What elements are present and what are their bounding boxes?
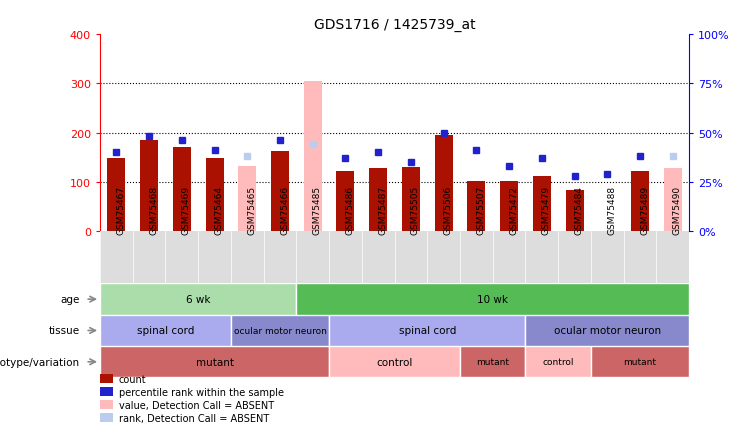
Bar xyxy=(525,315,689,346)
Bar xyxy=(205,159,224,232)
Text: value, Detection Call = ABSENT: value, Detection Call = ABSENT xyxy=(119,400,273,410)
Bar xyxy=(664,169,682,232)
Text: rank, Detection Call = ABSENT: rank, Detection Call = ABSENT xyxy=(119,413,269,423)
Text: age: age xyxy=(60,295,79,304)
Bar xyxy=(525,346,591,378)
Text: GSM75479: GSM75479 xyxy=(542,185,551,234)
Bar xyxy=(468,182,485,232)
Text: GSM75487: GSM75487 xyxy=(378,185,388,234)
Text: mutant: mutant xyxy=(196,357,233,367)
Bar xyxy=(329,346,460,378)
Text: GSM75465: GSM75465 xyxy=(247,185,256,234)
Bar xyxy=(100,315,231,346)
Bar xyxy=(231,315,329,346)
Text: GSM75490: GSM75490 xyxy=(673,185,682,234)
Bar xyxy=(435,136,453,232)
Bar xyxy=(239,167,256,232)
Text: GSM75472: GSM75472 xyxy=(509,185,518,234)
Text: mutant: mutant xyxy=(476,358,509,366)
Bar xyxy=(460,346,525,378)
Text: spinal cord: spinal cord xyxy=(399,326,456,335)
Text: GSM75467: GSM75467 xyxy=(116,185,125,234)
Text: GSM75488: GSM75488 xyxy=(608,185,617,234)
Bar xyxy=(565,191,584,232)
Text: control: control xyxy=(376,357,413,367)
Text: control: control xyxy=(542,358,574,366)
Text: percentile rank within the sample: percentile rank within the sample xyxy=(119,387,284,397)
Text: GSM75466: GSM75466 xyxy=(280,185,289,234)
Bar xyxy=(271,151,289,232)
Bar xyxy=(369,169,388,232)
Text: 6 wk: 6 wk xyxy=(186,295,210,304)
Text: count: count xyxy=(119,374,146,384)
Text: GSM75507: GSM75507 xyxy=(476,185,485,234)
Bar xyxy=(140,141,158,232)
Text: GSM75468: GSM75468 xyxy=(149,185,158,234)
Bar xyxy=(533,177,551,232)
Bar xyxy=(329,315,525,346)
Bar xyxy=(107,159,125,232)
Text: mutant: mutant xyxy=(623,358,657,366)
Bar xyxy=(591,346,689,378)
Bar xyxy=(631,172,649,232)
Text: ocular motor neuron: ocular motor neuron xyxy=(554,326,661,335)
Bar xyxy=(173,148,191,232)
Text: GSM75506: GSM75506 xyxy=(444,185,453,234)
Text: GSM75469: GSM75469 xyxy=(182,185,191,234)
Bar xyxy=(500,182,518,232)
Text: 10 wk: 10 wk xyxy=(477,295,508,304)
Bar xyxy=(100,284,296,315)
Text: GSM75484: GSM75484 xyxy=(574,185,584,234)
Bar xyxy=(304,82,322,232)
Text: spinal cord: spinal cord xyxy=(137,326,194,335)
Text: genotype/variation: genotype/variation xyxy=(0,357,79,367)
Text: ocular motor neuron: ocular motor neuron xyxy=(233,326,327,335)
Text: tissue: tissue xyxy=(48,326,79,335)
Text: GSM75489: GSM75489 xyxy=(640,185,649,234)
Text: GSM75505: GSM75505 xyxy=(411,185,420,234)
Text: GSM75486: GSM75486 xyxy=(345,185,354,234)
Text: GSM75464: GSM75464 xyxy=(215,185,224,234)
Bar xyxy=(296,284,689,315)
Bar xyxy=(402,168,420,232)
Bar xyxy=(100,346,329,378)
Title: GDS1716 / 1425739_at: GDS1716 / 1425739_at xyxy=(313,18,476,32)
Text: GSM75485: GSM75485 xyxy=(313,185,322,234)
Bar xyxy=(336,171,354,232)
